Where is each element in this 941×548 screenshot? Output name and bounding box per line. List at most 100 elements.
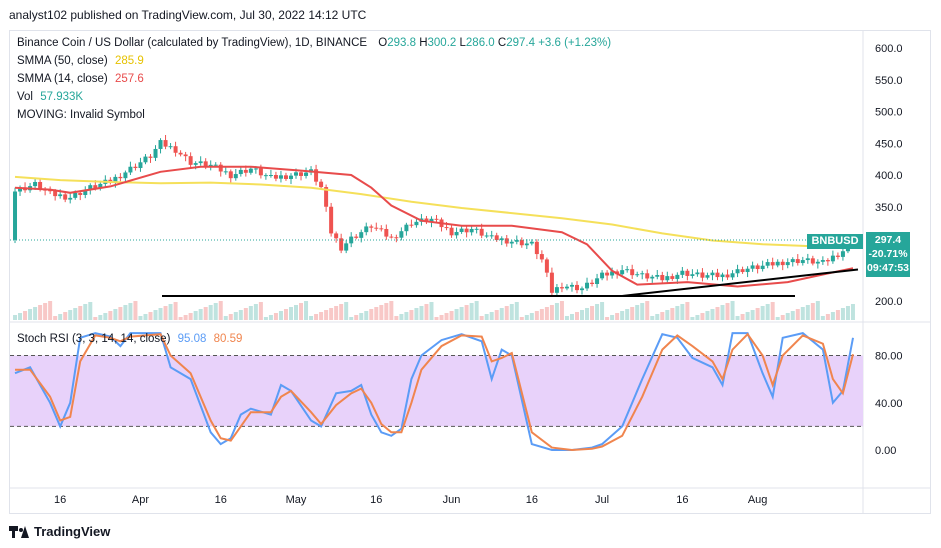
volume-bar bbox=[379, 305, 384, 320]
stoch-legend-label: Stoch RSI (3, 3, 14, 14, close) bbox=[17, 333, 171, 345]
candle-body bbox=[529, 241, 534, 244]
volume-bar bbox=[18, 313, 23, 320]
volume-bar bbox=[193, 311, 198, 320]
volume-bar bbox=[38, 305, 43, 320]
candle-body bbox=[665, 276, 670, 281]
volume-bar bbox=[815, 301, 820, 320]
legend-symbol[interactable]: Binance Coin / US Dollar (calculated by … bbox=[17, 37, 368, 49]
footer[interactable]: TradingView bbox=[9, 520, 110, 542]
candle-body bbox=[695, 272, 700, 275]
candle-body bbox=[324, 187, 329, 207]
legend-smma50-row[interactable]: SMMA (50, close) 285.9 bbox=[17, 52, 611, 70]
volume-bar bbox=[98, 315, 103, 320]
candle-body bbox=[228, 171, 233, 179]
volume-bar bbox=[845, 306, 850, 320]
candle-body bbox=[840, 251, 845, 257]
volume-bar bbox=[223, 316, 228, 320]
volume-bar bbox=[138, 316, 143, 320]
volume-bar bbox=[805, 305, 810, 320]
candle-body bbox=[369, 226, 374, 228]
volume-bar bbox=[725, 303, 730, 320]
candle-body bbox=[780, 261, 785, 266]
volume-bar bbox=[810, 303, 815, 320]
candle-body bbox=[650, 276, 655, 279]
candle-body bbox=[424, 218, 429, 223]
volume-bar bbox=[13, 315, 18, 320]
candle-body bbox=[760, 265, 765, 270]
candle-body bbox=[645, 273, 650, 279]
volume-bar bbox=[173, 302, 178, 320]
volume-bar bbox=[399, 314, 404, 320]
legend-symbol-row: Binance Coin / US Dollar (calculated by … bbox=[17, 34, 611, 52]
volume-bar bbox=[710, 309, 715, 320]
candle-body bbox=[770, 262, 775, 266]
volume-bar bbox=[243, 308, 248, 320]
candle-body bbox=[168, 146, 173, 148]
stoch-legend[interactable]: Stoch RSI (3, 3, 14, 14, close) 95.08 80… bbox=[17, 330, 242, 348]
volume-bar bbox=[569, 314, 574, 320]
volume-bar bbox=[364, 311, 369, 320]
candle-body bbox=[88, 185, 93, 191]
volume-bar bbox=[580, 310, 585, 320]
candle-body bbox=[384, 228, 389, 237]
candle-body bbox=[98, 183, 103, 189]
volume-bar bbox=[529, 313, 534, 320]
volume-bar bbox=[705, 311, 710, 320]
candle-body bbox=[158, 140, 163, 149]
legend-smma50-label: SMMA (50, close) bbox=[17, 55, 108, 67]
candle-body bbox=[288, 175, 293, 179]
candle-body bbox=[173, 146, 178, 153]
time-tick-label: 16 bbox=[54, 494, 66, 506]
candle-body bbox=[830, 255, 835, 262]
time-tick-label: Jul bbox=[595, 494, 609, 506]
volume-bar bbox=[369, 309, 374, 320]
volume-bar bbox=[208, 305, 213, 320]
volume-bar bbox=[228, 314, 233, 320]
candle-body bbox=[18, 187, 23, 192]
volume-bar bbox=[324, 310, 329, 320]
time-tick-label: May bbox=[286, 494, 307, 506]
volume-bar bbox=[790, 311, 795, 320]
candle-body bbox=[299, 172, 304, 176]
candle-body bbox=[625, 269, 630, 271]
legend-ohlc-o-label: O bbox=[378, 37, 388, 49]
volume-bar bbox=[258, 302, 263, 320]
candle-body bbox=[574, 284, 579, 291]
time-tick-label: 16 bbox=[215, 494, 227, 506]
candle-body bbox=[504, 238, 509, 244]
stoch-d-line bbox=[15, 332, 854, 452]
candle-body bbox=[304, 172, 309, 176]
candle-body bbox=[600, 272, 605, 279]
volume-bar bbox=[349, 317, 354, 320]
volume-bar bbox=[218, 301, 223, 320]
rising-trendline bbox=[622, 268, 859, 297]
legend-ohlc-c: 297.4 bbox=[506, 37, 535, 49]
volume-bar bbox=[128, 303, 133, 320]
legend-smma14-row[interactable]: SMMA (14, close) 257.6 bbox=[17, 70, 611, 88]
candle-body bbox=[825, 260, 830, 262]
legend-moving-row[interactable]: MOVING: Invalid Symbol bbox=[17, 106, 611, 124]
volume-bar bbox=[625, 309, 630, 320]
candle-body bbox=[620, 270, 625, 275]
volume-bar bbox=[158, 308, 163, 320]
volume-bar bbox=[700, 313, 705, 320]
legend-vol-row[interactable]: Vol 57.933K bbox=[17, 88, 611, 106]
volume-bar bbox=[685, 302, 690, 320]
volume-bar bbox=[620, 311, 625, 320]
chart-frame[interactable] bbox=[9, 30, 931, 514]
candle-body bbox=[640, 273, 645, 275]
candle-body bbox=[790, 259, 795, 263]
volume-bar bbox=[780, 315, 785, 320]
tradingview-logo-icon bbox=[9, 524, 29, 538]
price-tick-label: 200.0 bbox=[875, 296, 903, 308]
legend-ohlc-c-label: C bbox=[497, 37, 507, 49]
volume-bar bbox=[63, 312, 68, 320]
volume-bar bbox=[615, 313, 620, 320]
volume-bar bbox=[650, 316, 655, 320]
legend-ohlc-o: 293.8 bbox=[387, 37, 416, 49]
legend-ohlc-h-label: H bbox=[419, 37, 428, 49]
volume-bar bbox=[474, 301, 479, 320]
candle-body bbox=[193, 163, 198, 165]
volume-bar bbox=[68, 310, 73, 320]
